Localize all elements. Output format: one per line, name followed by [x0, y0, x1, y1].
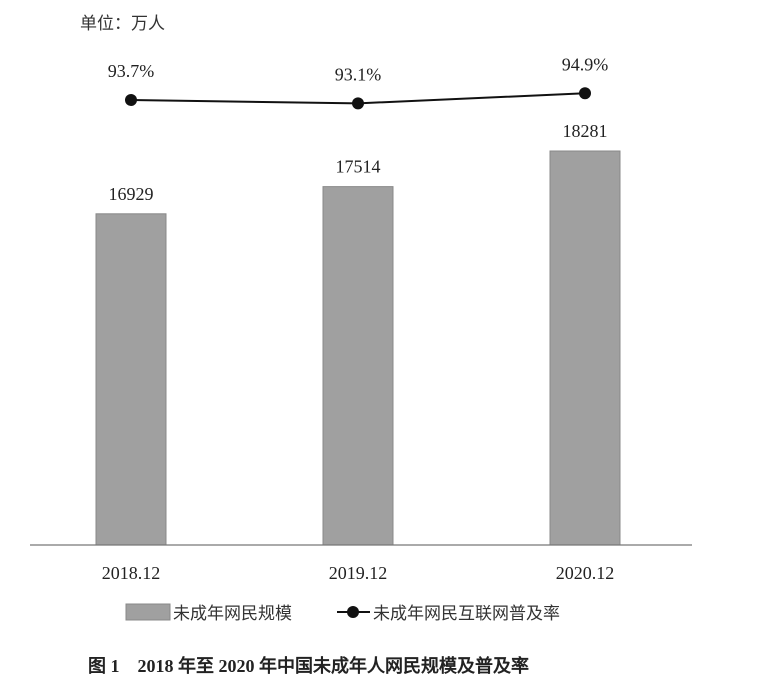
legend-line-label: 未成年网民互联网普及率 — [373, 604, 560, 624]
unit-label: 单位：万人 — [80, 14, 165, 34]
legend-bar-label: 未成年网民规模 — [173, 604, 292, 624]
legend-line-marker — [347, 606, 359, 618]
bar-value-label: 17514 — [336, 157, 381, 177]
rate-value-label: 93.1% — [335, 64, 382, 84]
rate-point-2019.12 — [352, 97, 364, 110]
x-tick-label: 2018.12 — [102, 563, 161, 583]
rate-point-2018.12 — [125, 94, 137, 106]
x-tick-label: 2020.12 — [556, 563, 615, 583]
bar-2018.12 — [95, 213, 167, 546]
bar-2019.12 — [322, 186, 394, 546]
figure-caption: 图 1 2018 年至 2020 年中国未成年人网民规模及普及率 — [88, 655, 529, 676]
bar-2020.12 — [549, 150, 621, 546]
bar-value-label: 16929 — [109, 184, 154, 204]
bar-value-label: 18281 — [563, 121, 608, 141]
rate-value-label: 93.7% — [108, 61, 155, 81]
x-tick-label: 2019.12 — [329, 563, 388, 583]
legend-bar-swatch — [125, 603, 171, 621]
rate-point-2020.12 — [579, 87, 591, 100]
rate-value-label: 94.9% — [562, 54, 609, 74]
